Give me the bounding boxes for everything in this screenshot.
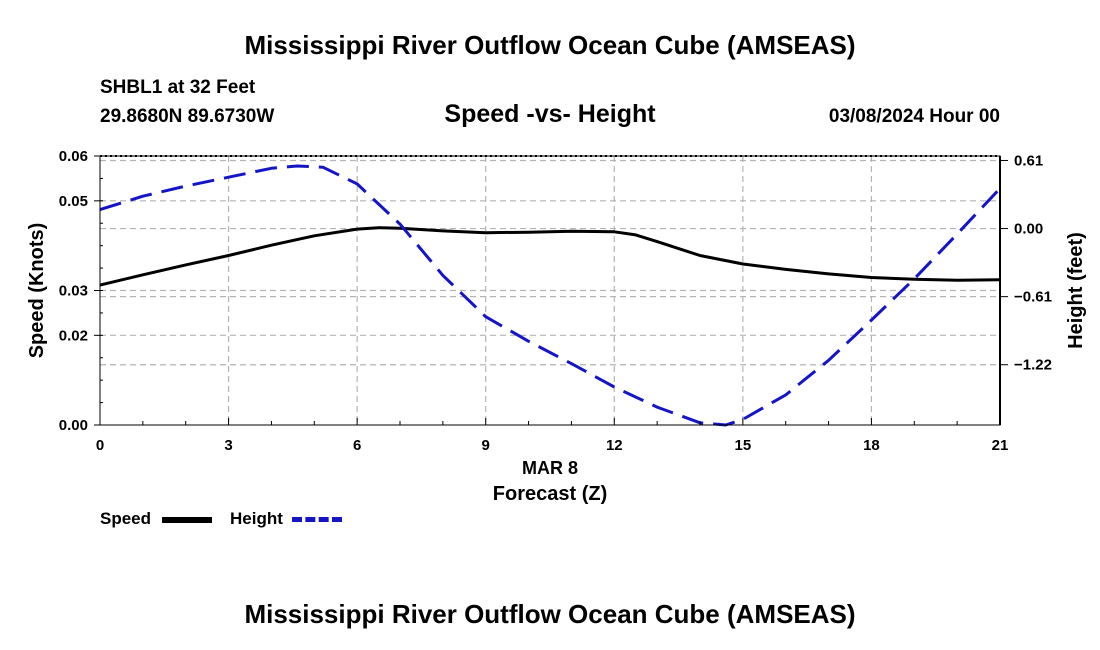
y-tick-label-left: 0.02 [59,327,88,344]
x-axis-date-label: MAR 8 [522,458,578,478]
x-tick-label: 3 [224,437,232,454]
x-tick-label: 0 [96,437,104,454]
y-axis-title-right: Height (feet) [1065,232,1087,349]
chart-subtitle: Speed -vs- Height [444,100,656,128]
legend-speed-label: Speed [100,509,152,528]
y-tick-label-right: 0.61 [1014,152,1043,169]
x-tick-label: 18 [863,437,880,454]
x-tick-label: 12 [606,437,623,454]
x-tick-label: 9 [482,437,490,454]
x-axis-title: Forecast (Z) [493,483,607,505]
y-axis-title-left: Speed (Knots) [26,223,48,359]
x-tick-label: 21 [992,437,1009,454]
chart-title: Mississippi River Outflow Ocean Cube (AM… [244,30,856,60]
y-tick-label-right: −0.61 [1014,289,1052,306]
legend-speed-swatch [162,517,212,523]
date-label: 03/08/2024 Hour 00 [828,106,1000,127]
series-layer [99,164,1002,427]
series-line-speed [99,226,1001,287]
x-tick-label: 15 [735,437,752,454]
coordinates-label: 29.8680N 89.6730W [100,106,275,127]
station-label: SHBL1 at 32 Feet [100,77,256,98]
series-line-height [99,164,1002,427]
axis-labels: 0 3 6 9 12 15 18 21 0.00 0.02 0.03 0.05 0.06 0.61 0.00… [26,148,1087,505]
footer-title: Mississippi River Outflow Ocean Cube (AM… [244,599,856,629]
legend-height-label: Height [230,509,283,528]
legend-height-swatch [292,517,342,522]
y-tick-label-left: 0.05 [59,193,88,210]
x-tick-label: 6 [353,437,361,454]
plot-frame [94,155,1008,426]
grid [100,155,1000,425]
y-tick-label-left: 0.00 [59,417,88,434]
y-tick-label-left: 0.03 [59,283,88,300]
y-tick-label-left: 0.06 [59,148,88,165]
y-tick-label-right: 0.00 [1014,221,1043,238]
y-tick-label-right: −1.22 [1014,357,1052,374]
